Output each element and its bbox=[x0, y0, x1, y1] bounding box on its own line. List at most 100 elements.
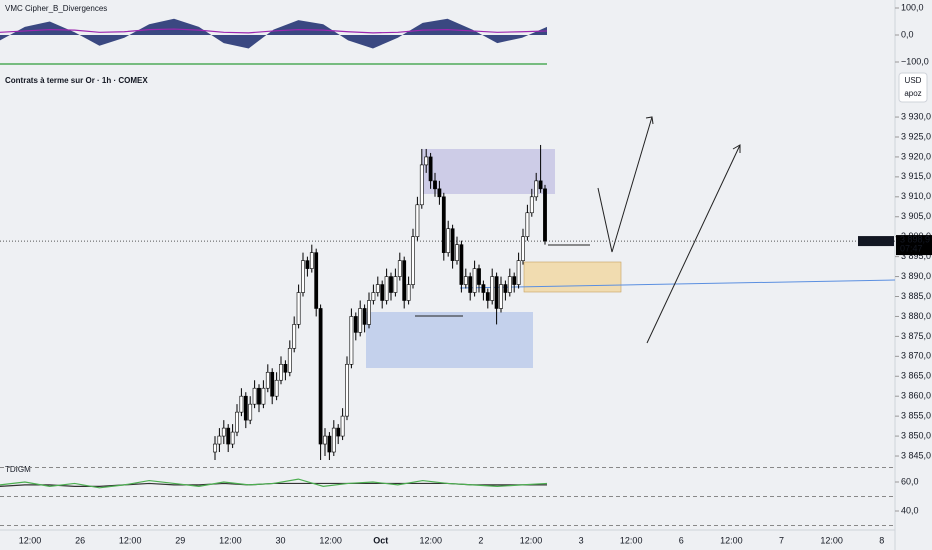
indicator-title: VMC Cipher_B_Divergences bbox=[5, 4, 107, 13]
candle-body bbox=[358, 308, 363, 333]
projection-arrow bbox=[597, 116, 653, 253]
candle-body bbox=[323, 435, 327, 445]
unit-box[interactable] bbox=[898, 72, 928, 103]
y-tick-label: 40,0 bbox=[901, 505, 919, 515]
trend-line bbox=[459, 279, 896, 289]
demand-zone bbox=[366, 312, 533, 368]
candle-body bbox=[512, 276, 517, 285]
x-tick-label: 8 bbox=[879, 535, 884, 545]
x-tick-label: 12:00 bbox=[319, 535, 342, 545]
candle-body bbox=[265, 371, 270, 389]
candle-body bbox=[371, 292, 376, 301]
x-tick-label: 7 bbox=[779, 535, 784, 545]
candle-body bbox=[243, 395, 248, 421]
x-tick-label: 2 bbox=[478, 535, 483, 545]
candle-body bbox=[406, 284, 411, 301]
y-tick-label: 3 850,0 bbox=[901, 430, 931, 440]
y-tick-label: 3 890,0 bbox=[901, 271, 931, 281]
y-tick-label: 3 905,0 bbox=[901, 211, 931, 221]
candle-body bbox=[296, 292, 301, 325]
y-tick-label: 3 930,0 bbox=[901, 111, 931, 121]
candle-body bbox=[336, 427, 341, 437]
candle-body bbox=[441, 196, 446, 253]
candle-body bbox=[226, 427, 231, 445]
wave-area bbox=[0, 18, 547, 49]
y-tick-label: 3 915,0 bbox=[901, 171, 931, 181]
candle-body bbox=[252, 387, 257, 405]
countdown: 07:47 bbox=[900, 243, 923, 253]
candle-body bbox=[239, 395, 244, 413]
candle-body bbox=[437, 188, 442, 198]
candle-body bbox=[397, 260, 402, 277]
candle-body bbox=[503, 284, 508, 293]
candle-body bbox=[393, 276, 398, 293]
candle-body bbox=[433, 180, 437, 190]
candle-body bbox=[349, 316, 354, 365]
chart-title: Contrats à terme sur Or · 1h · COMEX bbox=[5, 76, 148, 85]
candle-body bbox=[521, 236, 525, 261]
x-tick-label: 12:00 bbox=[219, 535, 242, 545]
projection-arrow bbox=[646, 144, 741, 344]
x-tick-label: 3 bbox=[579, 535, 584, 545]
candle-body bbox=[428, 156, 433, 182]
y-tick-label: 3 880,0 bbox=[901, 311, 931, 321]
currency[interactable]: USD bbox=[905, 76, 922, 85]
candle-body bbox=[481, 284, 486, 293]
x-tick-label: 12:00 bbox=[420, 535, 443, 545]
y-tick-label: 3 870,0 bbox=[901, 351, 931, 361]
indicator-title: TDIGM bbox=[5, 465, 31, 474]
symbol-box bbox=[858, 236, 894, 247]
x-tick-label: Oct bbox=[373, 535, 388, 545]
candle-body bbox=[292, 324, 297, 349]
candle-body bbox=[494, 276, 499, 309]
candle-body bbox=[389, 276, 393, 293]
candle-body bbox=[331, 427, 336, 453]
candle-body bbox=[477, 268, 481, 285]
unit[interactable]: apoz bbox=[904, 89, 921, 98]
candle-body bbox=[402, 260, 407, 301]
candle-body bbox=[534, 180, 539, 198]
candle-body bbox=[516, 260, 521, 285]
candle-body bbox=[230, 431, 235, 445]
candle-body bbox=[217, 435, 222, 445]
symbol-label: GCZ2025 bbox=[859, 236, 894, 245]
candle-body bbox=[345, 363, 349, 417]
candle-body bbox=[248, 403, 253, 421]
x-tick-label: 12:00 bbox=[520, 535, 543, 545]
candle-body bbox=[463, 276, 468, 285]
y-tick-label: 3 845,0 bbox=[901, 450, 931, 460]
price-box bbox=[896, 235, 932, 256]
candle-body bbox=[411, 236, 415, 285]
candle-body bbox=[221, 427, 226, 437]
y-tick-label: 0,0 bbox=[901, 29, 914, 39]
candle-body bbox=[490, 276, 495, 301]
x-tick-label: 12:00 bbox=[119, 535, 142, 545]
y-tick-label: 3 860,0 bbox=[901, 391, 931, 401]
candle-body bbox=[543, 188, 547, 242]
x-tick-label: 12:00 bbox=[720, 535, 743, 545]
candle-body bbox=[455, 244, 459, 261]
x-tick-label: 12:00 bbox=[19, 535, 42, 545]
candle-body bbox=[270, 371, 275, 397]
candle-body bbox=[459, 244, 464, 285]
candle-body bbox=[419, 164, 424, 206]
candle-body bbox=[279, 363, 283, 381]
candle-body bbox=[529, 196, 534, 214]
supply-zone bbox=[422, 149, 555, 194]
x-tick-label: 29 bbox=[175, 535, 185, 545]
candle-body bbox=[314, 252, 319, 309]
x-tick-label: 30 bbox=[275, 535, 285, 545]
candle-body bbox=[305, 260, 310, 269]
rsi-line bbox=[0, 478, 548, 489]
candle-body bbox=[415, 204, 420, 237]
candle-body bbox=[261, 387, 266, 405]
x-tick-label: 6 bbox=[679, 535, 684, 545]
arrow-head bbox=[645, 116, 654, 125]
candle-body bbox=[283, 363, 288, 373]
candle-body bbox=[485, 292, 490, 301]
order-block bbox=[523, 261, 622, 293]
candle-body bbox=[424, 156, 429, 166]
arrow-head bbox=[732, 144, 741, 153]
